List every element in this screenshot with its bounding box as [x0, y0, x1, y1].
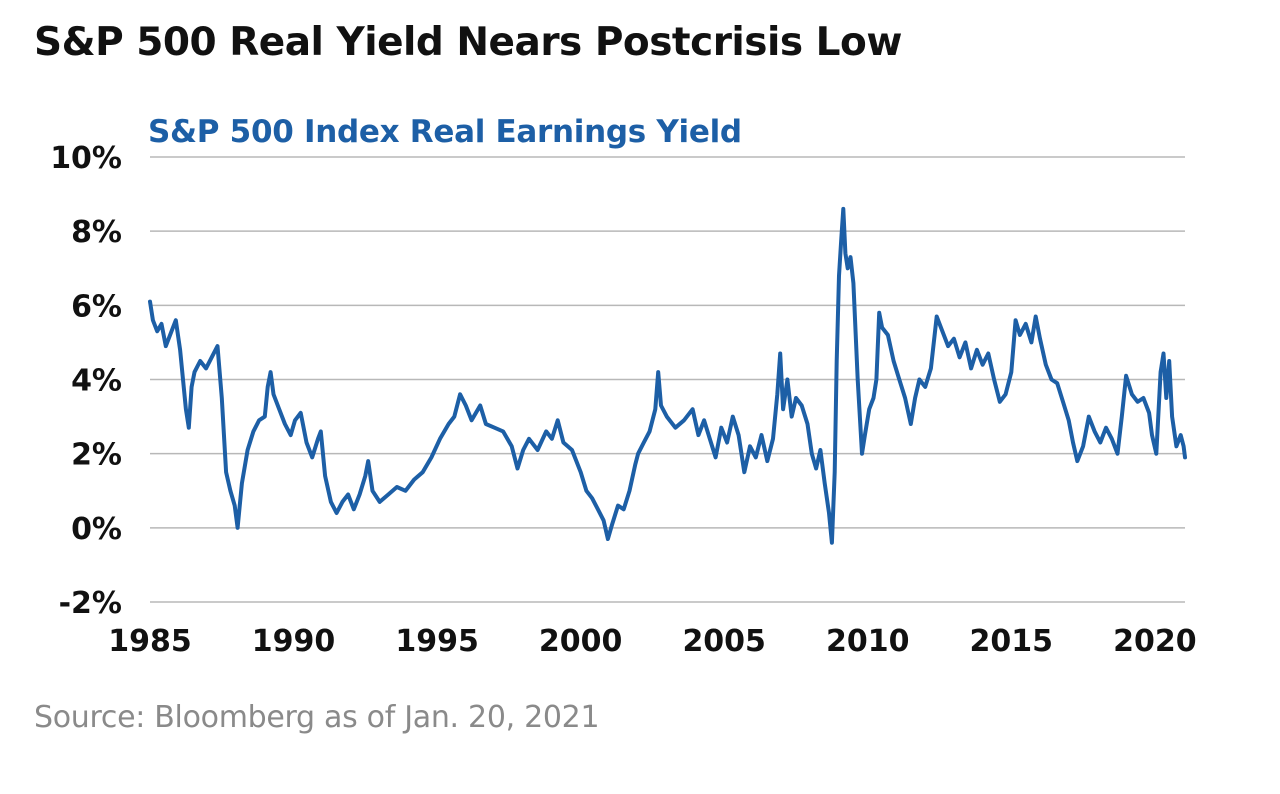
- y-tick-label: 4%: [71, 364, 122, 399]
- y-axis-ticks: 10% 8% 6% 4% 2% 0% -2%: [50, 141, 122, 621]
- y-tick-label: 10%: [50, 141, 122, 176]
- x-tick-label: 1985: [108, 624, 192, 659]
- gridlines: [150, 156, 1185, 603]
- line-chart: 10% 8% 6% 4% 2% 0% -2% 1985 1990 1995 2000 2005 201…: [50, 141, 1196, 659]
- x-tick-label: 1995: [395, 624, 479, 659]
- x-tick-label: 2015: [970, 624, 1054, 659]
- y-tick-label: 0%: [71, 512, 122, 547]
- y-tick-label: 8%: [71, 215, 122, 250]
- source-note: Source: Bloomberg as of Jan. 20, 2021: [34, 700, 600, 735]
- page-title: S&P 500 Real Yield Nears Postcrisis Low: [34, 20, 902, 65]
- y-tick-label: -2%: [59, 586, 122, 621]
- x-tick-label: 1990: [252, 624, 336, 659]
- x-tick-label: 2005: [682, 624, 766, 659]
- x-tick-label: 2010: [826, 624, 910, 659]
- series-layer: [148, 206, 1187, 545]
- x-tick-label: 2000: [539, 624, 623, 659]
- y-tick-label: 2%: [71, 438, 122, 473]
- x-axis-ticks: 1985 1990 1995 2000 2005 2010 2015 2020: [108, 624, 1196, 659]
- series-line: [148, 206, 1187, 545]
- x-tick-label: 2020: [1113, 624, 1197, 659]
- y-tick-label: 6%: [71, 289, 122, 324]
- chart-title: S&P 500 Index Real Earnings Yield: [148, 114, 742, 150]
